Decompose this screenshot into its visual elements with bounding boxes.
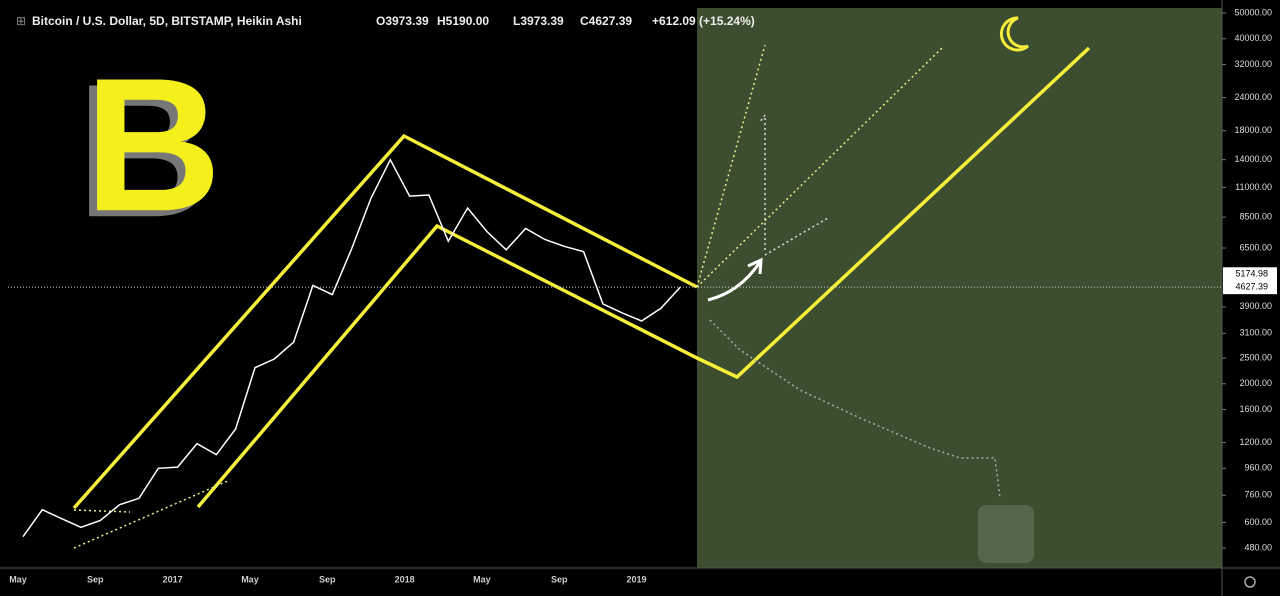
icon: ⊞ (16, 14, 26, 28)
y-tick-label: 32000.00 (1234, 59, 1272, 69)
arrow (747, 257, 763, 275)
projection-zone (697, 8, 1222, 568)
y-tick-label: 1200.00 (1239, 437, 1272, 447)
x-tick-label: Sep (319, 574, 336, 584)
y-tick-label: 6500.00 (1239, 242, 1272, 252)
ohlc-value: H5190.00 (437, 14, 489, 28)
chart-title: Bitcoin / U.S. Dollar, 5D, BITSTAMP, Hei… (32, 14, 302, 28)
projection (696, 47, 943, 288)
y-tick-label: 14000.00 (1234, 154, 1272, 164)
settings[interactable] (1244, 576, 1256, 588)
y-tick-label: 760.00 (1244, 490, 1272, 500)
price-tag (1223, 280, 1277, 295)
x-tick-label: Sep (551, 574, 568, 584)
channel-line (72, 133, 698, 510)
y-tick-label: 8500.00 (1239, 212, 1272, 222)
ohlc: O3973.39 H5190.00 L3973.39 C4627.39 +612.09 … (376, 14, 755, 28)
projection (73, 509, 131, 513)
price-label: 5174.98 (1235, 269, 1268, 279)
annotations (72, 46, 1091, 510)
ohlc-value: L3973.39 (513, 14, 564, 28)
x-tick-label: May (9, 574, 27, 584)
x-tick-label: 2019 (627, 574, 647, 584)
y-tick-label: 11000.00 (1235, 182, 1272, 192)
y-tick-label: 18000.00 (1234, 125, 1272, 135)
y-tick-label: 40000.00 (1234, 33, 1272, 43)
arrow (707, 261, 762, 302)
watermark (978, 505, 1034, 563)
y-tick-label: 960.00 (1244, 463, 1272, 473)
channel-line (196, 46, 1091, 509)
y-tick-label: 1600.00 (1239, 404, 1272, 414)
settings-icon[interactable] (1244, 576, 1256, 588)
y-tick-label: 2000.00 (1239, 378, 1272, 388)
projections (73, 44, 1001, 549)
projection (696, 44, 766, 288)
x-tick-label: 2017 (163, 574, 183, 584)
price-line-series (22, 158, 681, 538)
logo: B (84, 39, 221, 251)
x-tick-label: Sep (87, 574, 104, 584)
x-tick-label: 2018 (395, 574, 415, 584)
moon-icon (999, 16, 1029, 52)
y-tick-label: 3100.00 (1239, 328, 1272, 338)
ohlc-value: C4627.39 (580, 14, 632, 28)
ohlc-value: +612.09 (+15.24%) (652, 14, 755, 28)
y-tick-label: 24000.00 (1234, 92, 1272, 102)
x-tick-label: May (473, 574, 491, 584)
y-tick-label: 50000.00 (1234, 7, 1272, 17)
y-tick-label: 480.00 (1244, 543, 1272, 553)
price-tag (1223, 267, 1277, 282)
price-label: 4627.39 (1235, 282, 1268, 292)
projection (759, 112, 766, 250)
logo-shadow: B (76, 45, 213, 257)
projection (764, 217, 829, 256)
y-tick-label: 2500.00 (1239, 352, 1272, 362)
x-tick-label: May (241, 574, 259, 584)
ohlc-value: O3973.39 (376, 14, 429, 28)
projection (73, 479, 231, 549)
y-tick-label: 600.00 (1244, 517, 1272, 527)
y-tick-label: 3900.00 (1239, 301, 1272, 311)
